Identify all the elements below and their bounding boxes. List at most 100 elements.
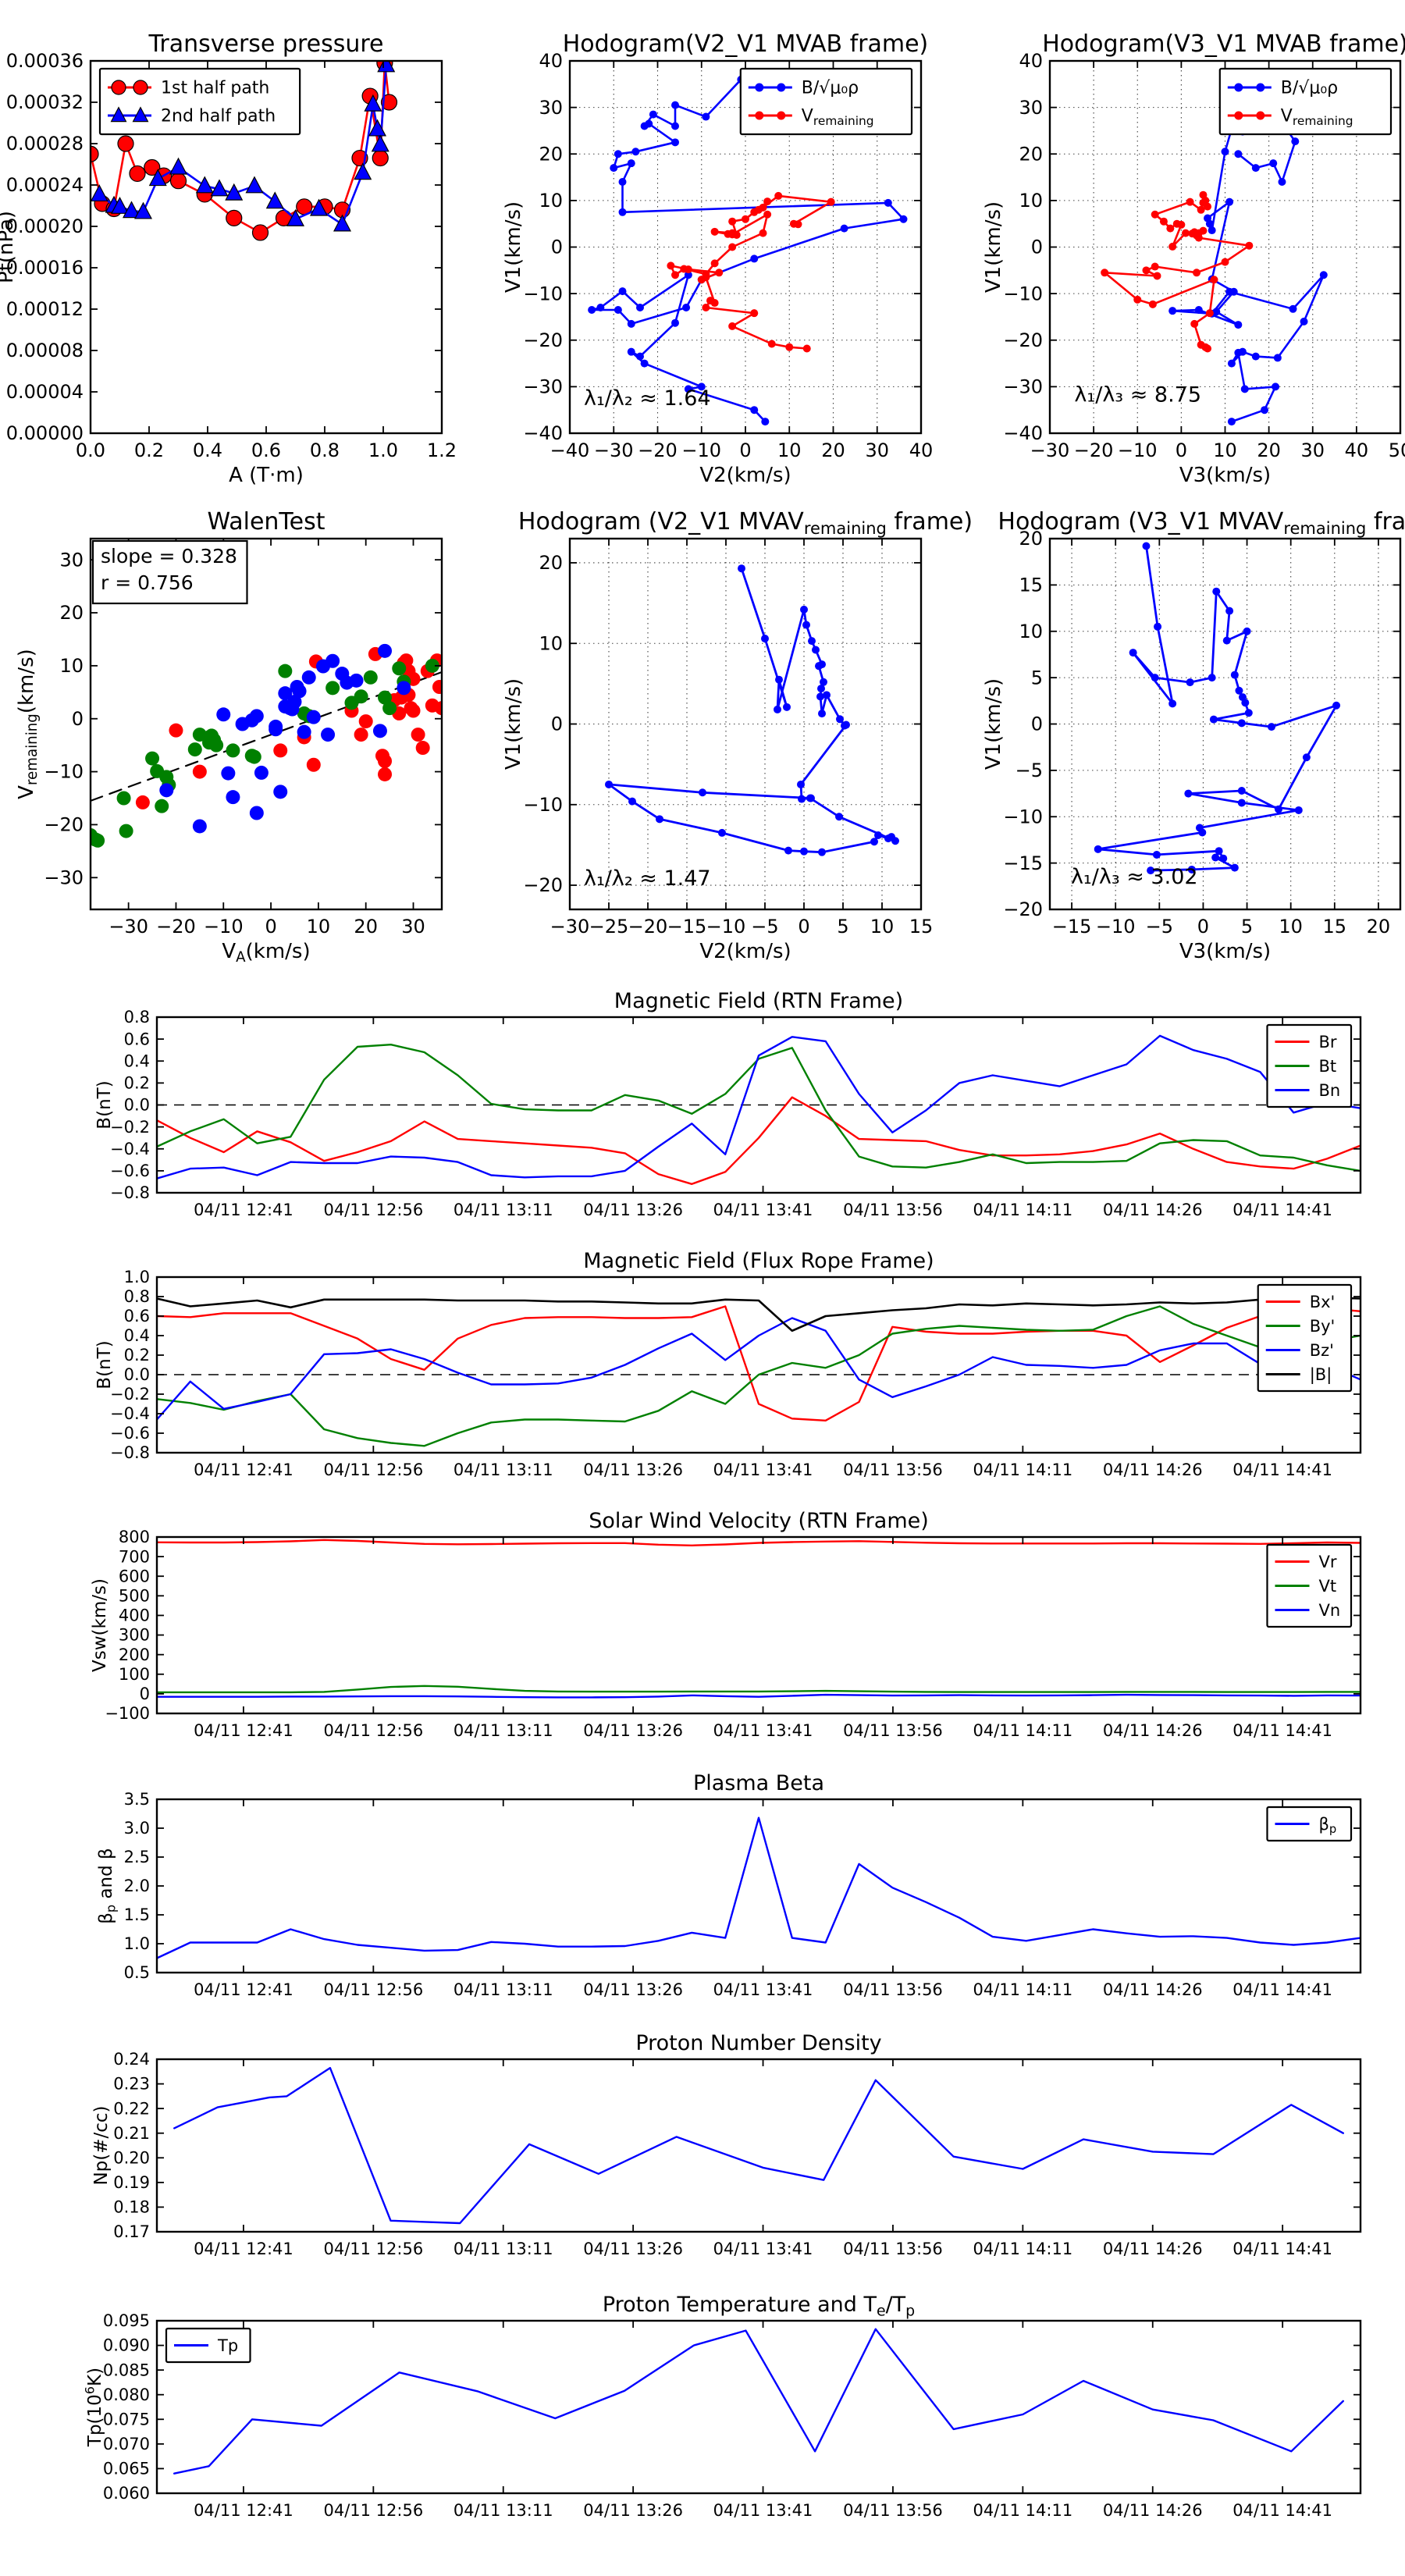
x-tick-label: 10 [777,439,802,461]
marker-triangle [132,106,149,123]
y-tick-label: 20 [539,552,563,574]
marker-dot [1159,217,1168,226]
marker-dot [251,224,269,241]
y-tick-label: −10 [1003,806,1043,827]
marker-dot [800,605,808,614]
marker-dot [631,148,640,156]
x-tick-label: 40 [1345,439,1369,461]
series-vr [156,1539,1361,1546]
marker-dot [187,742,202,757]
marker-dot [1186,678,1194,687]
marker-triangle [354,162,372,180]
marker-dot [750,406,759,415]
y-tick-label: 300 [119,1626,150,1645]
marker-triangle [265,191,284,209]
marker-dot [618,178,627,187]
y-tick-label: 20 [1019,528,1043,550]
y-tick-label: 0.19 [113,2173,150,2192]
marker-dot [1204,344,1212,353]
grid [570,539,921,909]
y-tick-label: 0.075 [103,2410,150,2428]
ticks [1049,60,1401,434]
marker-dot [1227,359,1236,368]
stats-line: slope = 0.328 [101,545,237,568]
marker-dot [358,714,373,729]
marker-dot [269,722,283,737]
x-tick-label: 50 [1389,439,1405,461]
legend-label: Bn [1318,1081,1340,1100]
x-tick-label: 04/11 13:11 [454,1201,553,1219]
x-tick-label: 20 [354,916,378,938]
marker-dot [1152,850,1161,859]
x-tick-label: 40 [909,439,934,461]
marker-dot [684,385,692,393]
x-tick-label: −10 [706,916,746,938]
marker-dot [783,703,791,711]
y-tick-label: 0.00028 [6,133,84,155]
x-tick-label: 04/11 13:26 [583,1201,683,1219]
x-tick-label: 0.2 [134,439,164,461]
marker-triangle [90,184,108,202]
y-tick-label: −0.6 [110,1424,150,1443]
marker-dot [378,754,393,768]
chart-pt: 0.0 0.2 0.4 0.6 0.8 1.0 1.2 0.00000 0.00004 0.000… [0,30,457,487]
ticks [157,1536,1361,1714]
y-tick-label: 20 [59,602,84,624]
x-tick-label: −25 [589,916,629,938]
marker-dot [1261,406,1269,415]
marker-dot [372,149,389,167]
marker-dot [774,705,781,713]
marker-dot [1142,266,1151,275]
legend-label: |B| [1310,1365,1332,1385]
marker-dot [378,643,393,658]
marker-dot [702,270,710,279]
series-by- [156,1305,1361,1447]
marker-dot [1234,150,1243,158]
x-axis-label: V2(km/s) [699,940,791,963]
marker-dot [135,795,150,809]
y-tick-label: 0.00020 [6,215,84,237]
marker-dot [823,691,831,699]
x-tick-label: 10 [870,916,895,938]
marker-dot [226,209,243,226]
chart-title: Magnetic Field (RTN Frame) [614,989,903,1013]
axes-frame [155,2319,1362,2495]
series--b- [156,1297,1361,1332]
series-b-hodogram [588,75,908,426]
y-tick-label: 0.070 [103,2435,150,2453]
x-tick-label: 30 [401,916,425,938]
y-axis-label: Np(#/cc) [91,2105,112,2185]
marker-dot [800,847,808,856]
marker-dot [649,110,657,119]
marker-dot [1151,210,1159,219]
marker-dot [836,715,844,724]
series-bz- [156,1317,1361,1421]
marker-dot [363,670,378,685]
ticks [1050,538,1400,910]
x-tick-label: 30 [1300,439,1325,461]
marker-dot [91,833,105,848]
marker-dot [1198,828,1207,837]
marker-dot [699,788,706,797]
marker-dot [397,681,411,696]
marker-dot [835,813,843,821]
marker-dot [815,662,823,671]
x-tick-label: −30 [594,439,634,461]
marker-dot [155,799,169,813]
y-tick-label: 20 [1019,143,1043,165]
marker-dot [1212,308,1221,316]
marker-dot [117,135,134,152]
marker-dot [636,352,644,361]
chart-b-fluxrope: 04/11 12:41 04/11 12:56 04/11 13:11 04/11 1… [94,1249,1362,1479]
legend: Bx' By' Bz' |B| [1257,1283,1353,1393]
x-tick-label: 04/11 12:41 [194,1201,293,1219]
y-tick-label: 0.8 [124,1008,150,1026]
y-tick-label: −30 [1003,376,1043,398]
legend: βp [1266,1806,1353,1842]
marker-dot [1215,847,1223,856]
marker-dot [640,122,649,130]
marker-dot [1272,382,1280,391]
y-tick-label: 3.0 [124,1819,150,1838]
y-tick-label: 3.5 [124,1790,150,1809]
y-tick-label: −20 [1003,329,1043,351]
